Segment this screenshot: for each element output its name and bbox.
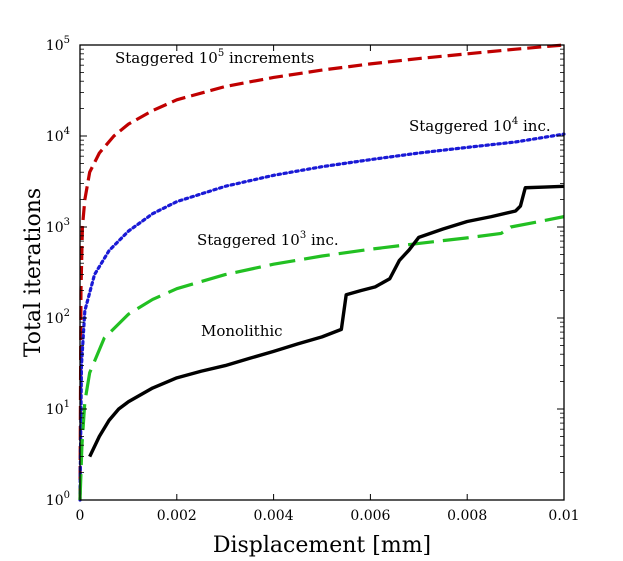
x-tick-label: 0.008: [447, 508, 487, 524]
series-label-3: Monolithic: [201, 322, 283, 340]
series-line-1: [78, 132, 566, 502]
y-tick-label: 103: [46, 217, 70, 236]
series-label-exponent: 5: [218, 48, 224, 59]
y-tick-exponent: 1: [64, 399, 70, 410]
x-tick-label: 0.006: [350, 508, 390, 524]
y-tick-exponent: 4: [64, 126, 70, 137]
series-label-suffix: inc.: [306, 231, 338, 249]
series-label-text: Staggered 10: [409, 117, 512, 135]
y-tick-base: 10: [46, 220, 64, 236]
y-tick-label: 104: [46, 126, 70, 145]
y-tick-base: 10: [46, 311, 64, 327]
y-tick-label: 101: [46, 399, 70, 418]
y-tick-label: 100: [46, 490, 70, 509]
y-tick-label: 105: [46, 35, 70, 54]
y-tick-label: 102: [46, 308, 70, 327]
y-tick-base: 10: [46, 402, 64, 418]
series-label-2: Staggered 103 inc.: [197, 230, 339, 249]
y-tick-base: 10: [46, 129, 64, 145]
y-tick-exponent: 5: [64, 35, 70, 46]
plot-frame: [79, 44, 565, 501]
y-tick-exponent: 2: [64, 308, 70, 319]
y-tick-exponent: 0: [64, 490, 70, 501]
series-layer: [78, 43, 566, 502]
series-label-suffix: increments: [224, 49, 314, 67]
series-label-exponent: 4: [512, 116, 518, 127]
x-tick-label: 0.01: [548, 508, 579, 524]
y-axis-title: Total iterations: [21, 188, 46, 357]
series-label-text: Monolithic: [201, 322, 283, 340]
series-label-text: Staggered 10: [115, 49, 218, 67]
x-tick-label: 0.002: [157, 508, 197, 524]
series-line-3: [88, 184, 565, 458]
x-tick-label: 0: [76, 508, 85, 524]
series-label-text: Staggered 10: [197, 231, 300, 249]
y-tick-base: 10: [46, 38, 64, 54]
series-line-0: [78, 43, 565, 501]
y-tick-exponent: 3: [64, 217, 70, 228]
plot-background: [80, 45, 564, 500]
axes-layer: 0 0.002 0.004 0.006 0.008 0.01100101102103104…: [21, 35, 580, 558]
x-tick-label: 0.004: [254, 508, 294, 524]
series-label-suffix: inc.: [518, 117, 550, 135]
series-line-2: [78, 215, 565, 501]
x-axis-title: Displacement [mm]: [213, 533, 431, 558]
plot-area: [80, 45, 564, 500]
y-tick-base: 10: [46, 493, 64, 509]
series-label-1: Staggered 104 inc.: [409, 116, 551, 135]
series-label-0: Staggered 105 increments: [115, 48, 314, 67]
series-label-exponent: 3: [300, 230, 306, 241]
